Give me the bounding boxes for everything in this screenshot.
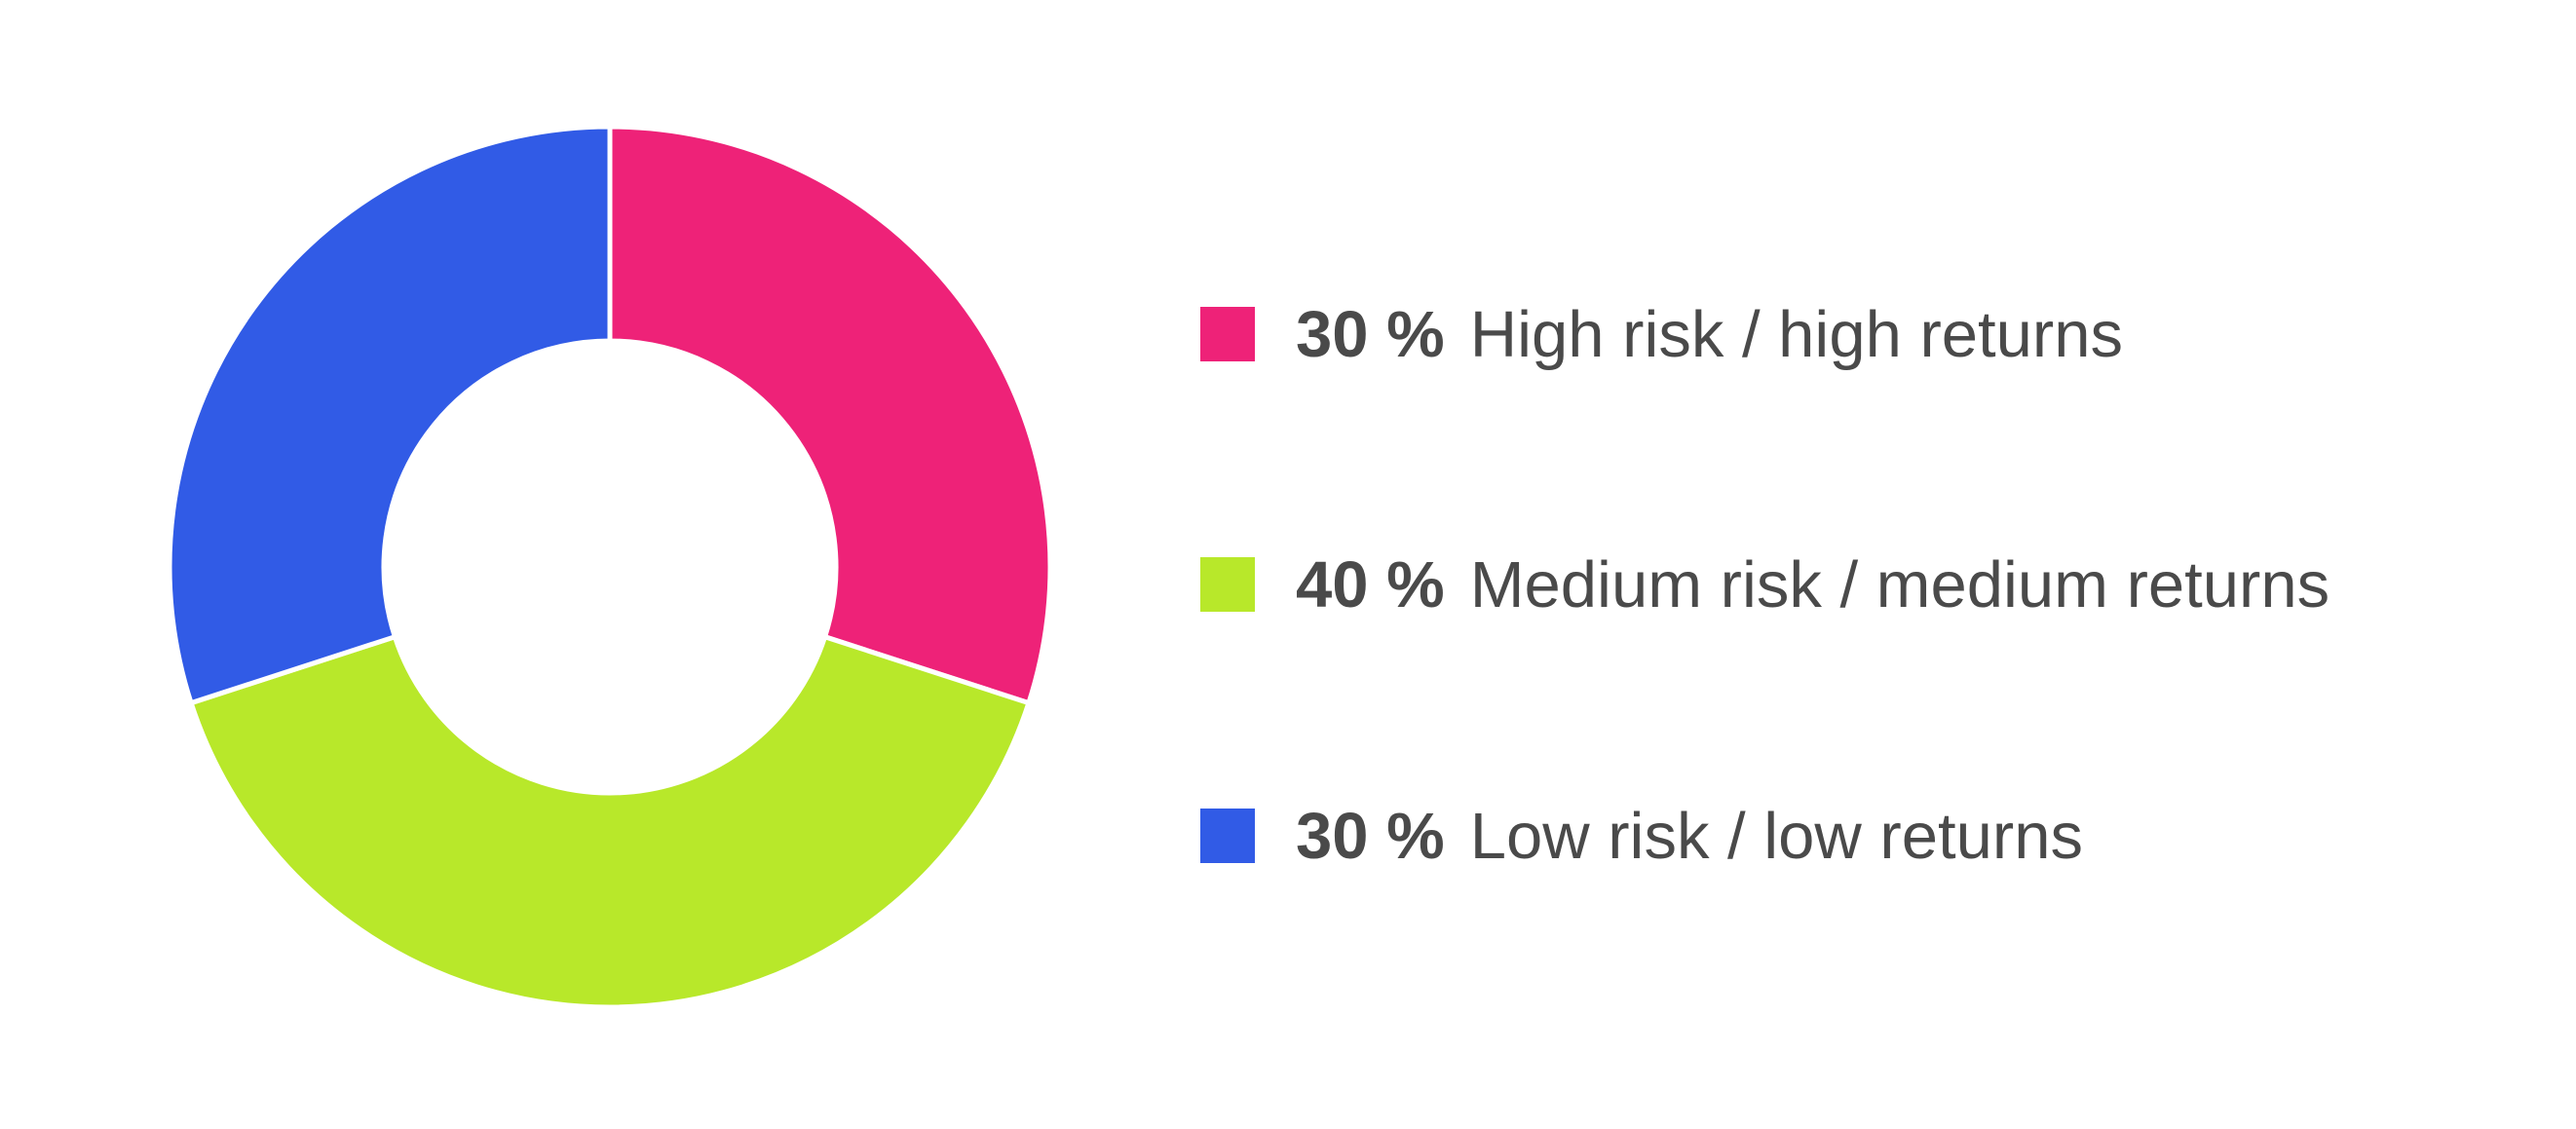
donut-slice-medium-risk[interactable] — [187, 633, 1033, 1010]
legend-item-low-risk[interactable]: 30 % Low risk / low returns — [1200, 797, 2083, 875]
legend-value-low-risk: 30 % — [1296, 799, 1445, 873]
legend-item-high-risk[interactable]: 30 % High risk / high returns — [1200, 295, 2123, 373]
donut-slice-low-risk[interactable] — [167, 124, 613, 706]
legend-item-medium-risk[interactable]: 40 % Medium risk / medium returns — [1200, 546, 2330, 623]
legend-swatch-high-risk — [1200, 307, 1255, 361]
legend-swatch-medium-risk — [1200, 557, 1255, 612]
donut-slice-high-risk[interactable] — [607, 124, 1053, 706]
legend-label-medium-risk: Medium risk / medium returns — [1469, 547, 2330, 621]
legend-label-high-risk: High risk / high returns — [1469, 297, 2123, 371]
legend-value-medium-risk: 40 % — [1296, 547, 1445, 621]
legend-label-low-risk: Low risk / low returns — [1469, 799, 2083, 873]
legend-value-high-risk: 30 % — [1296, 297, 1445, 371]
legend-swatch-low-risk — [1200, 809, 1255, 863]
donut-plot — [167, 124, 1053, 1010]
chart-legend: 30 % High risk / high returns 40 % Mediu… — [1200, 0, 2545, 1129]
